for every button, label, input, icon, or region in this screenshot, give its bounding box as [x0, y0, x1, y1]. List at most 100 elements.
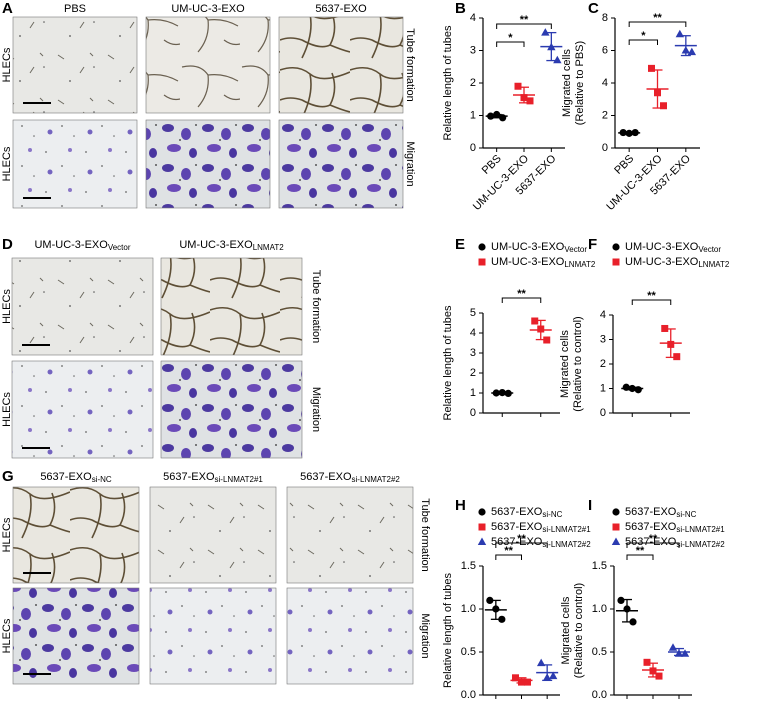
column-title-main: 5637-EXO	[315, 3, 367, 15]
data-point	[660, 102, 667, 110]
legend-label-main: UM-UC-3-EXO	[625, 241, 699, 253]
significance-label: **	[504, 545, 513, 557]
y-tick-label: 5	[470, 307, 476, 319]
row-title: Migration	[404, 141, 416, 186]
micrograph	[12, 486, 140, 584]
y-tick-label: 3	[600, 333, 606, 345]
legend-label: UM-UC-3-EXOLNMAT2	[491, 256, 596, 269]
y-tick-label: 1	[470, 109, 476, 121]
legend-marker	[612, 523, 620, 531]
data-point	[486, 596, 494, 605]
micrograph	[286, 587, 414, 685]
legend-label-sub: Vector	[564, 245, 587, 254]
y-tick-label: 8	[602, 12, 608, 24]
significance-bracket	[631, 299, 672, 305]
micrograph	[278, 119, 404, 209]
micrograph	[11, 360, 154, 459]
legend-marker	[478, 508, 486, 516]
data-point	[499, 114, 507, 122]
data-point	[648, 64, 655, 72]
y-axis-label: Migrated cells	[559, 330, 571, 398]
data-point	[547, 42, 556, 51]
column-title: 5637-EXOsi-LNMAT2#1	[163, 471, 263, 484]
column-title: UM-UC-3-EXO	[171, 3, 245, 15]
data-point	[492, 605, 500, 613]
significance-label: **	[517, 533, 526, 545]
data-point	[649, 667, 657, 675]
significance-bracket	[628, 39, 658, 45]
legend-label-main: 5637-EXO	[491, 536, 543, 548]
data-point	[628, 384, 636, 393]
column-title-main: PBS	[64, 3, 86, 15]
data-point	[625, 129, 633, 137]
panel-letter: G	[2, 468, 14, 485]
y-tick-label: 0.5	[592, 646, 607, 658]
legend-label: 5637-EXOsi-LNMAT2#2	[625, 536, 725, 549]
row-title: Tube formation	[404, 28, 416, 102]
y-tick-label: 1	[600, 382, 606, 394]
micrograph	[145, 16, 271, 114]
data-point	[619, 128, 627, 137]
significance-bracket	[626, 542, 680, 548]
y-tick-label: 0.5	[461, 646, 476, 658]
y-tick-label: 0	[470, 142, 476, 154]
legend-label: UM-UC-3-EXOVector	[625, 241, 721, 254]
data-point	[553, 55, 562, 64]
data-point	[537, 325, 545, 333]
data-point	[661, 324, 669, 332]
column-title-main: 5637-EXO	[163, 471, 215, 483]
legend-label-sub: si-NC	[542, 510, 562, 519]
y-tick-label: 1.0	[461, 603, 476, 615]
legend-label-main: 5637-EXO	[625, 506, 677, 518]
column-title-sub: si-LNMAT2#1	[215, 475, 264, 484]
legend-label: UM-UC-3-EXOLNMAT2	[625, 256, 730, 269]
row-label: HLECs	[1, 289, 13, 324]
data-point	[548, 671, 558, 680]
legend-label: 5637-EXOsi-LNMAT2#1	[491, 521, 591, 534]
y-tick-label: 1.0	[592, 603, 607, 615]
micrograph	[160, 360, 303, 459]
legend-label-sub: si-LNMAT2#1	[676, 525, 725, 534]
data-point	[531, 317, 539, 325]
legend-marker	[612, 243, 620, 251]
panel-letter: C	[588, 0, 599, 17]
micrograph	[149, 486, 277, 584]
y-tick-label: 2	[602, 109, 608, 121]
legend-label: 5637-EXOsi-LNMAT2#1	[625, 521, 725, 534]
y-axis-label: Migrated cells	[561, 49, 573, 117]
column-title-main: UM-UC-3-EXO	[179, 239, 253, 251]
legend-label: 5637-EXOsi-NC	[491, 506, 563, 519]
y-tick-label: 0.0	[461, 689, 476, 701]
data-point	[514, 82, 522, 90]
micrograph	[160, 257, 303, 356]
row-label: HLECs	[1, 146, 13, 181]
data-point	[629, 618, 637, 626]
data-point	[643, 658, 651, 666]
significance-bracket	[495, 542, 548, 548]
data-point	[543, 336, 551, 344]
micrograph	[12, 119, 138, 209]
data-point	[622, 383, 630, 391]
column-title-sub: LNMAT2	[253, 243, 285, 252]
micrograph	[149, 587, 277, 685]
micrograph	[12, 16, 138, 114]
column-title: UM-UC-3-EXOVector	[34, 239, 130, 252]
y-axis-label: Migrated cells	[560, 596, 572, 664]
legend-label-sub: LNMAT2	[698, 260, 730, 269]
micrograph	[278, 16, 404, 114]
significance-label: **	[520, 14, 529, 26]
legend-marker	[611, 537, 621, 545]
y-tick-label: 4	[602, 77, 608, 89]
data-point	[674, 649, 684, 657]
significance-label: **	[636, 545, 645, 557]
legend-label-main: 5637-EXO	[625, 536, 677, 548]
column-title-main: UM-UC-3-EXO	[171, 3, 245, 15]
legend-label: UM-UC-3-EXOVector	[491, 241, 587, 254]
data-point	[524, 678, 531, 686]
data-point	[541, 28, 550, 36]
panel-letter: E	[455, 236, 465, 253]
legend-marker	[612, 508, 620, 516]
data-point	[487, 112, 495, 120]
significance-bracket	[628, 21, 687, 27]
